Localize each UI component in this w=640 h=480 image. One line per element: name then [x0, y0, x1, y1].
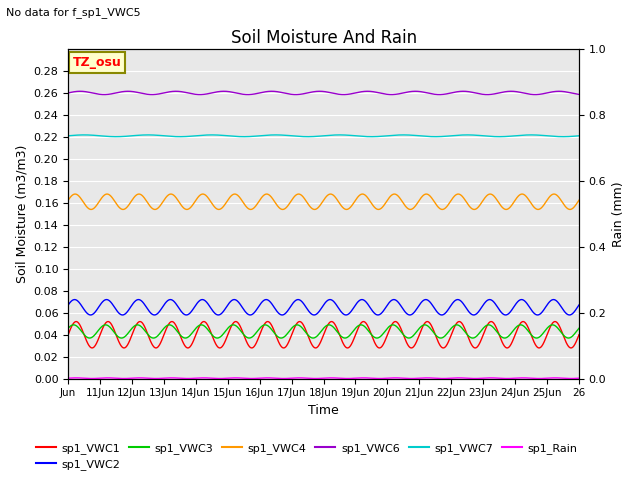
sp1_VWC1 [64, 332, 72, 337]
sp1_VWC7 [561, 134, 568, 140]
sp1_VWC4 [90, 205, 98, 211]
sp1_VWC2 [64, 302, 72, 308]
sp1_VWC6 [467, 89, 475, 95]
sp1_VWC1 [561, 336, 568, 341]
sp1_VWC3 [575, 325, 583, 331]
Title: Soil Moisture And Rain: Soil Moisture And Rain [230, 29, 417, 48]
sp1_VWC7 [467, 132, 475, 138]
Line: sp1_VWC4: sp1_VWC4 [68, 194, 579, 209]
Line: sp1_VWC6: sp1_VWC6 [68, 91, 579, 95]
Y-axis label: Rain (mm): Rain (mm) [612, 181, 625, 247]
sp1_VWC4 [575, 197, 583, 203]
sp1_Rain [64, 375, 72, 381]
sp1_VWC7 [575, 133, 583, 139]
sp1_VWC1 [313, 345, 321, 350]
X-axis label: Time: Time [308, 404, 339, 417]
sp1_VWC6 [575, 92, 583, 97]
sp1_VWC1 [467, 340, 475, 346]
Line: sp1_VWC7: sp1_VWC7 [68, 135, 579, 137]
sp1_VWC1 [575, 332, 583, 337]
sp1_VWC4 [300, 194, 307, 200]
sp1_VWC4 [467, 205, 474, 211]
sp1_VWC3 [561, 333, 568, 339]
sp1_VWC7 [561, 134, 568, 140]
sp1_VWC2 [90, 310, 98, 316]
Legend: sp1_VWC1, sp1_VWC2, sp1_VWC3, sp1_VWC4, sp1_VWC6, sp1_VWC7, sp1_Rain: sp1_VWC1, sp1_VWC2, sp1_VWC3, sp1_VWC4, … [31, 438, 582, 474]
sp1_VWC6 [313, 88, 321, 94]
sp1_VWC1 [440, 345, 447, 351]
sp1_VWC6 [220, 88, 228, 94]
sp1_VWC3 [64, 325, 72, 331]
sp1_VWC2 [467, 311, 474, 316]
sp1_VWC3 [300, 326, 307, 332]
sp1_VWC6 [90, 91, 98, 96]
sp1_VWC6 [561, 89, 568, 95]
sp1_VWC4 [561, 203, 568, 208]
Y-axis label: Soil Moisture (m3/m3): Soil Moisture (m3/m3) [15, 144, 28, 283]
sp1_Rain [561, 375, 568, 381]
sp1_VWC4 [470, 206, 478, 212]
sp1_VWC1 [300, 322, 307, 328]
sp1_VWC2 [561, 309, 568, 314]
sp1_VWC7 [336, 132, 344, 138]
Line: sp1_Rain: sp1_Rain [68, 378, 579, 379]
sp1_VWC3 [229, 322, 237, 328]
sp1_VWC7 [64, 133, 72, 139]
sp1_VWC3 [561, 334, 568, 339]
sp1_Rain [440, 376, 447, 382]
sp1_VWC2 [470, 312, 477, 318]
sp1_VWC1 [561, 336, 568, 342]
sp1_VWC6 [561, 89, 568, 95]
sp1_VWC2 [561, 309, 568, 315]
sp1_Rain [313, 376, 321, 382]
sp1_VWC4 [313, 206, 321, 212]
sp1_Rain [90, 375, 98, 381]
sp1_Rain [300, 375, 307, 381]
sp1_VWC3 [469, 335, 477, 341]
sp1_VWC6 [300, 91, 307, 96]
Text: No data for f_sp1_VWC5: No data for f_sp1_VWC5 [6, 7, 141, 18]
Line: sp1_VWC2: sp1_VWC2 [68, 300, 579, 315]
sp1_VWC2 [300, 300, 307, 306]
sp1_Rain [575, 375, 583, 381]
sp1_Rain [561, 375, 568, 381]
sp1_VWC1 [90, 344, 98, 350]
sp1_VWC4 [199, 191, 207, 197]
sp1_VWC2 [575, 302, 583, 308]
sp1_VWC6 [64, 90, 72, 96]
Line: sp1_VWC3: sp1_VWC3 [68, 325, 579, 338]
sp1_VWC4 [561, 203, 568, 208]
sp1_VWC7 [304, 134, 312, 140]
sp1_VWC3 [90, 333, 98, 338]
sp1_VWC4 [64, 197, 72, 203]
sp1_VWC3 [467, 335, 474, 340]
sp1_VWC2 [313, 311, 321, 317]
sp1_VWC7 [313, 133, 321, 139]
Line: sp1_VWC1: sp1_VWC1 [68, 322, 579, 348]
sp1_Rain [200, 375, 208, 381]
sp1_VWC2 [198, 297, 206, 302]
Text: TZ_osu: TZ_osu [73, 56, 122, 69]
sp1_VWC7 [299, 134, 307, 140]
sp1_Rain [467, 375, 475, 381]
sp1_VWC7 [90, 132, 98, 138]
sp1_VWC3 [313, 334, 321, 339]
sp1_VWC1 [200, 319, 208, 324]
sp1_VWC6 [388, 92, 396, 97]
